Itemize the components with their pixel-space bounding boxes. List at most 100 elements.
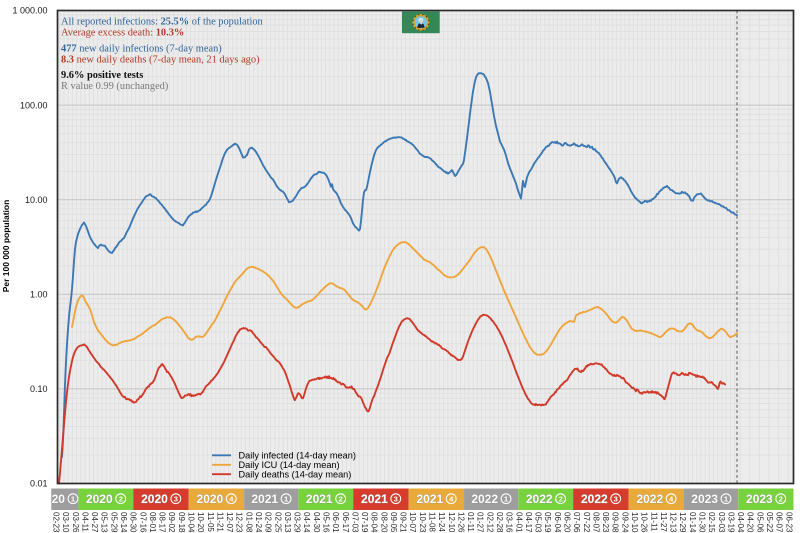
- svg-text:02-23: 02-23: [52, 512, 61, 533]
- svg-text:12-26: 12-26: [456, 512, 465, 533]
- svg-text:02-15: 02-15: [707, 512, 716, 533]
- svg-text:1: 1: [724, 495, 729, 504]
- svg-text:05-19: 05-19: [543, 512, 552, 533]
- svg-text:05-13: 05-13: [100, 512, 109, 533]
- svg-text:Per 100 000 population: Per 100 000 population: [1, 200, 11, 293]
- svg-text:12-10: 12-10: [447, 512, 456, 533]
- svg-text:10-10: 10-10: [630, 512, 639, 533]
- svg-text:06-17: 06-17: [341, 512, 350, 533]
- svg-text:09-18: 09-18: [177, 512, 186, 533]
- svg-text:04-11: 04-11: [80, 512, 89, 532]
- svg-text:2020: 2020: [197, 492, 224, 506]
- svg-text:Daily deaths (14-day mean): Daily deaths (14-day mean): [239, 470, 352, 480]
- svg-text:07-06: 07-06: [572, 512, 581, 533]
- svg-text:01-30: 01-30: [697, 512, 706, 533]
- svg-text:20: 20: [52, 492, 66, 506]
- svg-text:05-16: 05-16: [321, 512, 330, 533]
- svg-text:06-14: 06-14: [119, 512, 128, 533]
- svg-text:4: 4: [669, 495, 674, 504]
- svg-text:03-13: 03-13: [283, 512, 292, 533]
- svg-text:All reported infections: 25.5%: All reported infections: 25.5% of the po…: [61, 16, 264, 27]
- svg-text:09-02: 09-02: [167, 512, 176, 533]
- svg-text:2: 2: [558, 495, 562, 504]
- svg-text:03-29: 03-29: [293, 512, 302, 533]
- svg-text:02-28: 02-28: [495, 512, 504, 533]
- svg-text:100.00: 100.00: [20, 100, 48, 110]
- svg-text:03-16: 03-16: [505, 512, 514, 533]
- svg-text:04-14: 04-14: [302, 512, 311, 533]
- svg-text:12-29: 12-29: [678, 512, 687, 533]
- svg-text:2023: 2023: [746, 492, 773, 506]
- svg-text:04-27: 04-27: [90, 512, 99, 533]
- svg-text:3: 3: [174, 495, 178, 504]
- svg-text:2021: 2021: [416, 492, 443, 506]
- svg-text:0.10: 0.10: [30, 384, 48, 394]
- svg-text:1: 1: [71, 495, 76, 504]
- svg-text:04-04: 04-04: [736, 512, 745, 533]
- svg-text:10-04: 10-04: [186, 512, 195, 533]
- svg-text:10-07: 10-07: [408, 512, 417, 533]
- svg-text:11-21: 11-21: [215, 512, 224, 532]
- svg-text:2023: 2023: [691, 492, 718, 506]
- svg-text:2: 2: [339, 495, 343, 504]
- svg-text:2021: 2021: [306, 492, 333, 506]
- svg-text:01-11: 01-11: [466, 512, 475, 532]
- svg-text:03-03: 03-03: [717, 512, 726, 533]
- svg-text:09-24: 09-24: [620, 512, 629, 533]
- svg-text:R value 0.99 (unchanged): R value 0.99 (unchanged): [61, 81, 168, 92]
- svg-text:1: 1: [284, 495, 289, 504]
- svg-text:06-07: 06-07: [775, 512, 784, 533]
- svg-text:06-20: 06-20: [563, 512, 572, 533]
- svg-text:01-08: 01-08: [244, 512, 253, 533]
- svg-text:06-23: 06-23: [784, 512, 793, 533]
- svg-text:09-21: 09-21: [399, 512, 408, 533]
- svg-text:10.00: 10.00: [25, 195, 48, 205]
- svg-text:9.6% positive tests: 9.6% positive tests: [61, 70, 143, 81]
- svg-text:08-17: 08-17: [158, 512, 167, 533]
- svg-text:03-10: 03-10: [61, 512, 70, 533]
- svg-text:12-23: 12-23: [235, 512, 244, 533]
- svg-text:2020: 2020: [86, 492, 113, 506]
- svg-text:11-08: 11-08: [428, 512, 437, 532]
- svg-text:04-01: 04-01: [514, 512, 523, 533]
- svg-text:05-06: 05-06: [755, 512, 764, 533]
- svg-text:2022: 2022: [471, 492, 498, 506]
- svg-text:2022: 2022: [581, 492, 608, 506]
- svg-text:07-19: 07-19: [360, 512, 369, 533]
- svg-text:05-22: 05-22: [765, 512, 774, 533]
- svg-text:01-27: 01-27: [476, 512, 485, 533]
- svg-text:4: 4: [229, 495, 234, 504]
- svg-text:2022: 2022: [526, 492, 553, 506]
- svg-text:09-05: 09-05: [389, 512, 398, 533]
- svg-text:04-30: 04-30: [312, 512, 321, 533]
- svg-text:02-25: 02-25: [273, 512, 282, 533]
- svg-text:12-13: 12-13: [669, 512, 678, 533]
- svg-text:08-07: 08-07: [591, 512, 600, 533]
- svg-text:2: 2: [119, 495, 123, 504]
- svg-text:2022: 2022: [636, 492, 663, 506]
- svg-text:01-24: 01-24: [254, 512, 263, 533]
- svg-text:10-20: 10-20: [196, 512, 205, 533]
- svg-text:07-16: 07-16: [138, 512, 147, 533]
- svg-text:05-29: 05-29: [109, 512, 118, 533]
- svg-text:07-03: 07-03: [350, 512, 359, 533]
- svg-text:3: 3: [614, 495, 618, 504]
- svg-text:2020: 2020: [141, 492, 168, 506]
- svg-text:11-05: 11-05: [206, 512, 215, 532]
- svg-text:07-22: 07-22: [582, 512, 591, 533]
- svg-text:2021: 2021: [361, 492, 388, 506]
- svg-text:06-30: 06-30: [129, 512, 138, 533]
- svg-text:08-20: 08-20: [379, 512, 388, 533]
- svg-text:03-26: 03-26: [71, 512, 80, 533]
- svg-text:Average excess death: 10.3%: Average excess death: 10.3%: [61, 28, 184, 39]
- svg-text:10-26: 10-26: [640, 512, 649, 533]
- svg-text:08-23: 08-23: [601, 512, 610, 533]
- svg-text:05-03: 05-03: [534, 512, 543, 533]
- svg-text:02-09: 02-09: [264, 512, 273, 533]
- svg-text:477 new daily infections (7-da: 477 new daily infections (7-day mean): [61, 43, 222, 54]
- svg-text:08-01: 08-01: [148, 512, 157, 533]
- svg-text:11-24: 11-24: [437, 512, 446, 532]
- svg-text:4: 4: [449, 495, 454, 504]
- svg-text:Daily infected (14-day mean): Daily infected (14-day mean): [239, 451, 356, 461]
- svg-text:02-12: 02-12: [485, 512, 494, 533]
